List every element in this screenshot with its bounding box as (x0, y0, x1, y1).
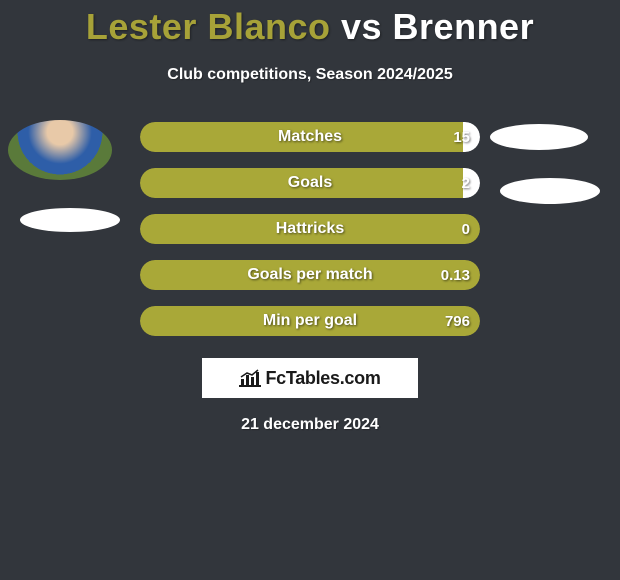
stat-bar: Matches15 (140, 122, 480, 152)
fctables-logo: FcTables.com (202, 358, 418, 398)
date-text: 21 december 2024 (0, 416, 620, 434)
player1-avatar (8, 120, 112, 180)
comparison-title: Lester Blanco vs Brenner (0, 0, 620, 48)
vs-text: vs (341, 6, 382, 47)
stat-bar: Goals per match0.13 (140, 260, 480, 290)
stat-value-right: 0.13 (441, 260, 470, 290)
stat-label: Matches (140, 122, 480, 152)
stat-bar: Min per goal796 (140, 306, 480, 336)
stat-label: Goals (140, 168, 480, 198)
stat-value-right: 2 (462, 168, 470, 198)
stat-value-right: 796 (445, 306, 470, 336)
stat-label: Min per goal (140, 306, 480, 336)
subtitle: Club competitions, Season 2024/2025 (0, 66, 620, 84)
stat-label: Goals per match (140, 260, 480, 290)
stat-value-right: 0 (462, 214, 470, 244)
decorative-ellipse (500, 178, 600, 204)
logo-text: FcTables.com (265, 368, 380, 389)
chart-icon (239, 369, 261, 387)
player1-name: Lester Blanco (86, 6, 331, 47)
decorative-ellipse (20, 208, 120, 232)
stat-bar: Hattricks0 (140, 214, 480, 244)
player2-name: Brenner (393, 6, 535, 47)
stat-bar: Goals2 (140, 168, 480, 198)
stat-label: Hattricks (140, 214, 480, 244)
decorative-ellipse (490, 124, 588, 150)
stat-value-right: 15 (453, 122, 470, 152)
